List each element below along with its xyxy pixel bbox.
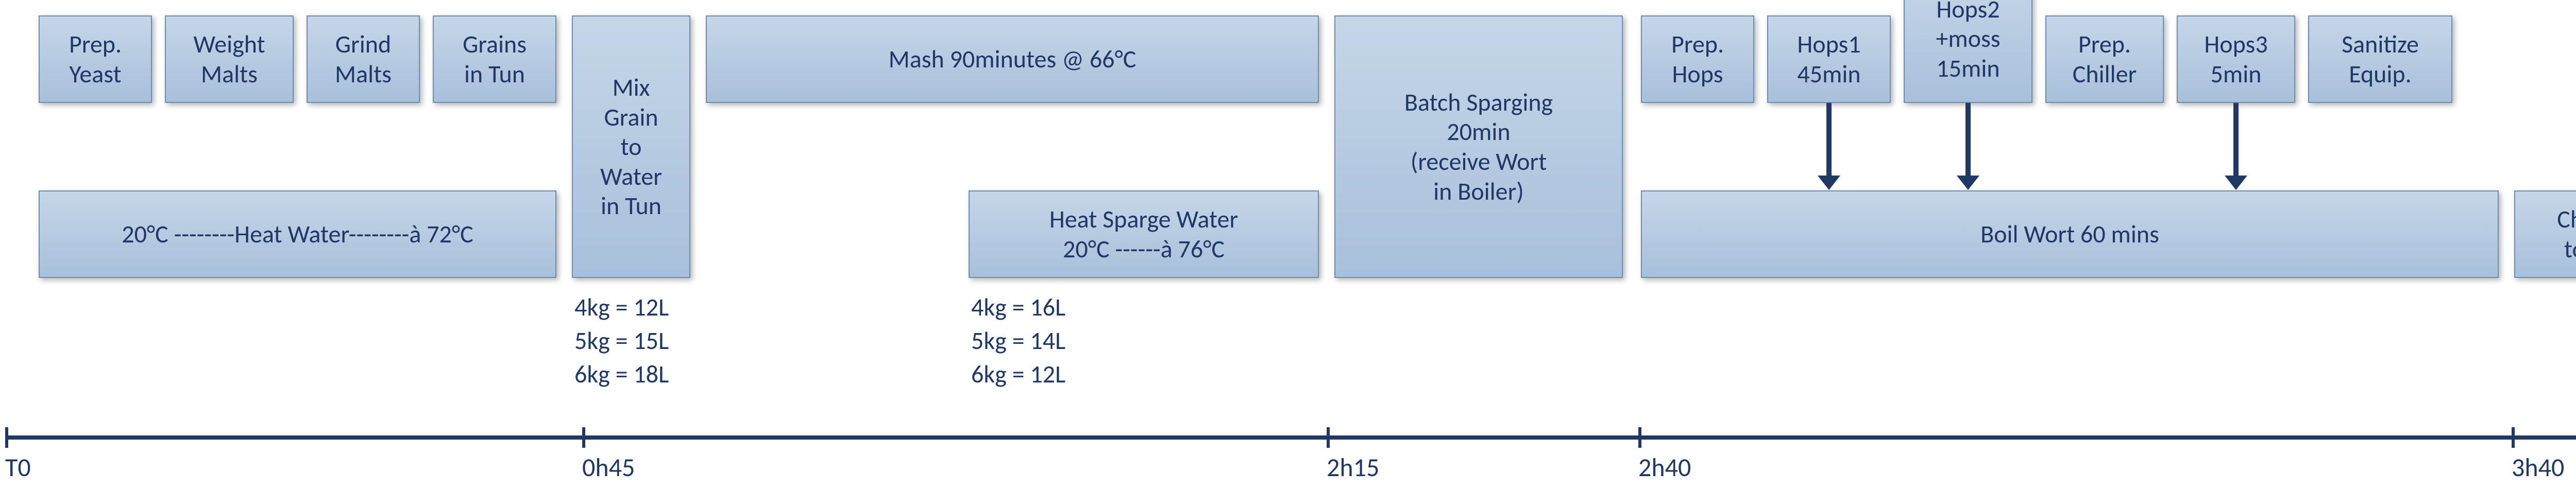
timeline-tick-label: 0h45	[582, 452, 635, 483]
box-hops1: Hops1 45min	[1767, 15, 1891, 103]
timeline-tick	[1638, 427, 1641, 448]
box-hops3: Hops3 5min	[2177, 15, 2295, 103]
box-batch-sparge-label: Batch Sparging 20min (receive Wort in Bo…	[1404, 88, 1553, 206]
box-weight_malts: Weight Malts	[165, 15, 294, 103]
box-mash: Mash 90minutes @ 66°C	[706, 15, 1319, 103]
box-heat-sparge-label: Heat Sparge Water 20°C ------à 76°C	[1049, 204, 1238, 264]
box-grains_tun-label: Grains in Tun	[463, 29, 527, 89]
timeline-tick	[1327, 427, 1330, 448]
box-grains_tun: Grains in Tun	[433, 15, 556, 103]
box-boil-wort-label: Boil Wort 60 mins	[1980, 219, 2159, 249]
timeline-tick-label: 2h15	[1327, 452, 1379, 483]
box-grind_malts-label: Grind Malts	[335, 29, 392, 89]
box-prep_chiller: Prep. Chiller	[2045, 15, 2164, 103]
timeline-tick-label: 2h40	[1638, 452, 1691, 483]
box-hops3-label: Hops3 5min	[2204, 29, 2267, 89]
box-chill-wort-label: Chill Wort to ~24°C	[2557, 204, 2576, 264]
timeline-tick	[5, 427, 8, 448]
box-heat-water: 20°C --------Heat Water--------à 72°C	[39, 190, 556, 278]
box-grind_malts: Grind Malts	[307, 15, 420, 103]
box-heat-water-label: 20°C --------Heat Water--------à 72°C	[122, 219, 473, 249]
box-mix-grain-label: Mix Grain to Water in Tun	[600, 73, 662, 221]
timeline-tick	[2512, 427, 2515, 448]
box-prep_hops-label: Prep. Hops	[1671, 29, 1724, 89]
box-hops2: Hops2 +moss 15min	[1904, 0, 2032, 103]
box-prep_yeast-label: Prep. Yeast	[69, 29, 122, 89]
box-prep_hops: Prep. Hops	[1641, 15, 1754, 103]
box-weight_malts-label: Weight Malts	[193, 29, 265, 89]
box-mash-label: Mash 90minutes @ 66°C	[889, 44, 1137, 74]
box-chill-wort: Chill Wort to ~24°C	[2514, 190, 2576, 278]
box-prep_yeast: Prep. Yeast	[39, 15, 152, 103]
timeline-tick-label: T0	[5, 452, 31, 483]
box-prep_chiller-label: Prep. Chiller	[2073, 29, 2137, 89]
note-mix-ratios: 4kg = 12L 5kg = 15L 6kg = 18L	[574, 291, 669, 391]
box-hops1-label: Hops1 45min	[1797, 29, 1860, 89]
box-boil-wort: Boil Wort 60 mins	[1641, 190, 2499, 278]
note-sparge-ratios: 4kg = 16L 5kg = 14L 6kg = 12L	[971, 291, 1065, 391]
box-hops2-label: Hops2 +moss 15min	[1936, 0, 2000, 83]
timeline-axis	[5, 435, 2576, 440]
box-mix-grain: Mix Grain to Water in Tun	[572, 15, 690, 278]
box-sanitize-label: Sanitize Equip.	[2342, 29, 2419, 89]
timeline-tick-label: 3h40	[2512, 452, 2564, 483]
box-heat-sparge: Heat Sparge Water 20°C ------à 76°C	[969, 190, 1319, 278]
box-sanitize: Sanitize Equip.	[2308, 15, 2452, 103]
box-batch-sparge: Batch Sparging 20min (receive Wort in Bo…	[1334, 15, 1623, 278]
timeline-tick	[582, 427, 585, 448]
